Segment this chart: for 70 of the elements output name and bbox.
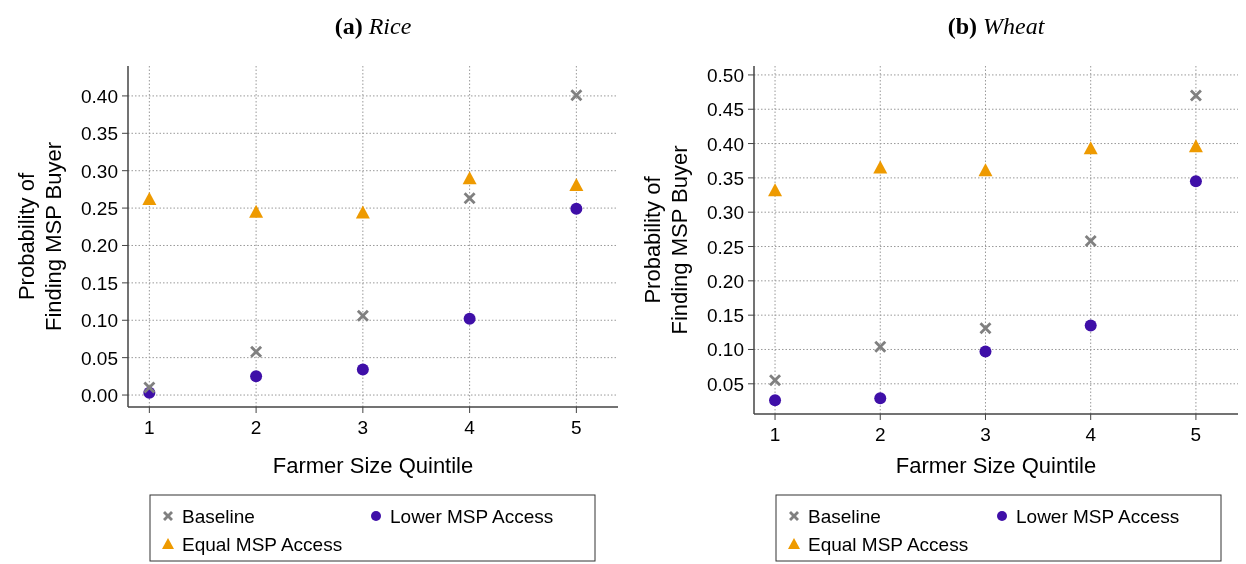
y-tick-label: 0.05 [707, 373, 744, 395]
x-tick-label: 4 [1085, 424, 1097, 445]
point [979, 345, 992, 358]
y-tick-label: 0.40 [81, 85, 118, 107]
point [1084, 235, 1097, 248]
point [874, 340, 887, 353]
point [769, 374, 782, 387]
point [769, 394, 782, 407]
y-tick-label: 0.20 [81, 235, 118, 257]
y-tick-label: 0.50 [707, 64, 744, 86]
x-tick-label: 5 [571, 417, 582, 438]
y-axis-title: Probability of Finding MSP Buyer [14, 141, 66, 332]
x-tick-label: 5 [1190, 424, 1202, 445]
point [250, 370, 263, 383]
y-tick-label: 0.25 [81, 198, 118, 220]
x-axis-title: Farmer Size Quintile [895, 453, 1097, 478]
y-tick-label: 0.15 [81, 272, 118, 294]
legend-label: Baseline [182, 506, 255, 527]
y-tick-label: 0.10 [81, 310, 118, 332]
x-axis-title: Farmer Size Quintile [272, 453, 474, 478]
point [1083, 141, 1098, 155]
y-tick-label: 0.35 [81, 123, 118, 145]
y-tick-label: 0.25 [707, 236, 744, 258]
point [463, 192, 476, 205]
y-tick-label: 0.20 [707, 270, 744, 292]
x-tick-label: 1 [144, 417, 155, 438]
y-tick-label: 0.30 [707, 202, 744, 224]
point [142, 192, 157, 206]
point [356, 363, 369, 376]
point [356, 309, 369, 322]
point [874, 392, 887, 405]
point [1084, 319, 1097, 332]
point [979, 322, 992, 335]
point [978, 163, 993, 177]
point [462, 171, 477, 185]
y-axis-title: Probability of Finding MSP Buyer [640, 145, 692, 335]
point [570, 202, 583, 215]
point [463, 312, 476, 325]
point [1188, 139, 1203, 153]
point [768, 183, 783, 197]
point [1189, 89, 1202, 102]
point [355, 205, 370, 219]
legend-label: Equal MSP Access [808, 534, 969, 555]
chart-title: (b) Wheat [947, 13, 1046, 39]
point [570, 89, 583, 102]
x-tick-label: 4 [464, 417, 476, 438]
point [143, 381, 156, 394]
legend-label: Baseline [808, 506, 881, 527]
x-tick-label: 3 [980, 424, 991, 445]
x-tick-label: 2 [250, 417, 262, 438]
x-tick-label: 3 [357, 417, 369, 438]
legend-label: Lower MSP Access [1016, 506, 1180, 527]
point [1189, 175, 1202, 188]
point [250, 345, 263, 358]
y-tick-label: 0.30 [81, 160, 118, 182]
point [873, 160, 888, 174]
y-tick-label: 0.15 [707, 305, 744, 327]
y-tick-label: 0.35 [707, 167, 744, 189]
y-tick-label: 0.05 [81, 347, 118, 369]
x-tick-label: 2 [874, 424, 886, 445]
y-tick-label: 0.10 [707, 339, 744, 361]
point [249, 204, 264, 218]
legend-label: Equal MSP Access [182, 534, 343, 555]
y-tick-label: 0.40 [707, 133, 744, 155]
y-tick-label: 0.45 [707, 99, 744, 121]
chart-title: (a) Rice [334, 13, 412, 39]
x-tick-label: 1 [769, 424, 781, 445]
legend-label: Lower MSP Access [390, 506, 554, 527]
point [569, 177, 584, 191]
y-tick-label: 0.00 [81, 385, 118, 407]
